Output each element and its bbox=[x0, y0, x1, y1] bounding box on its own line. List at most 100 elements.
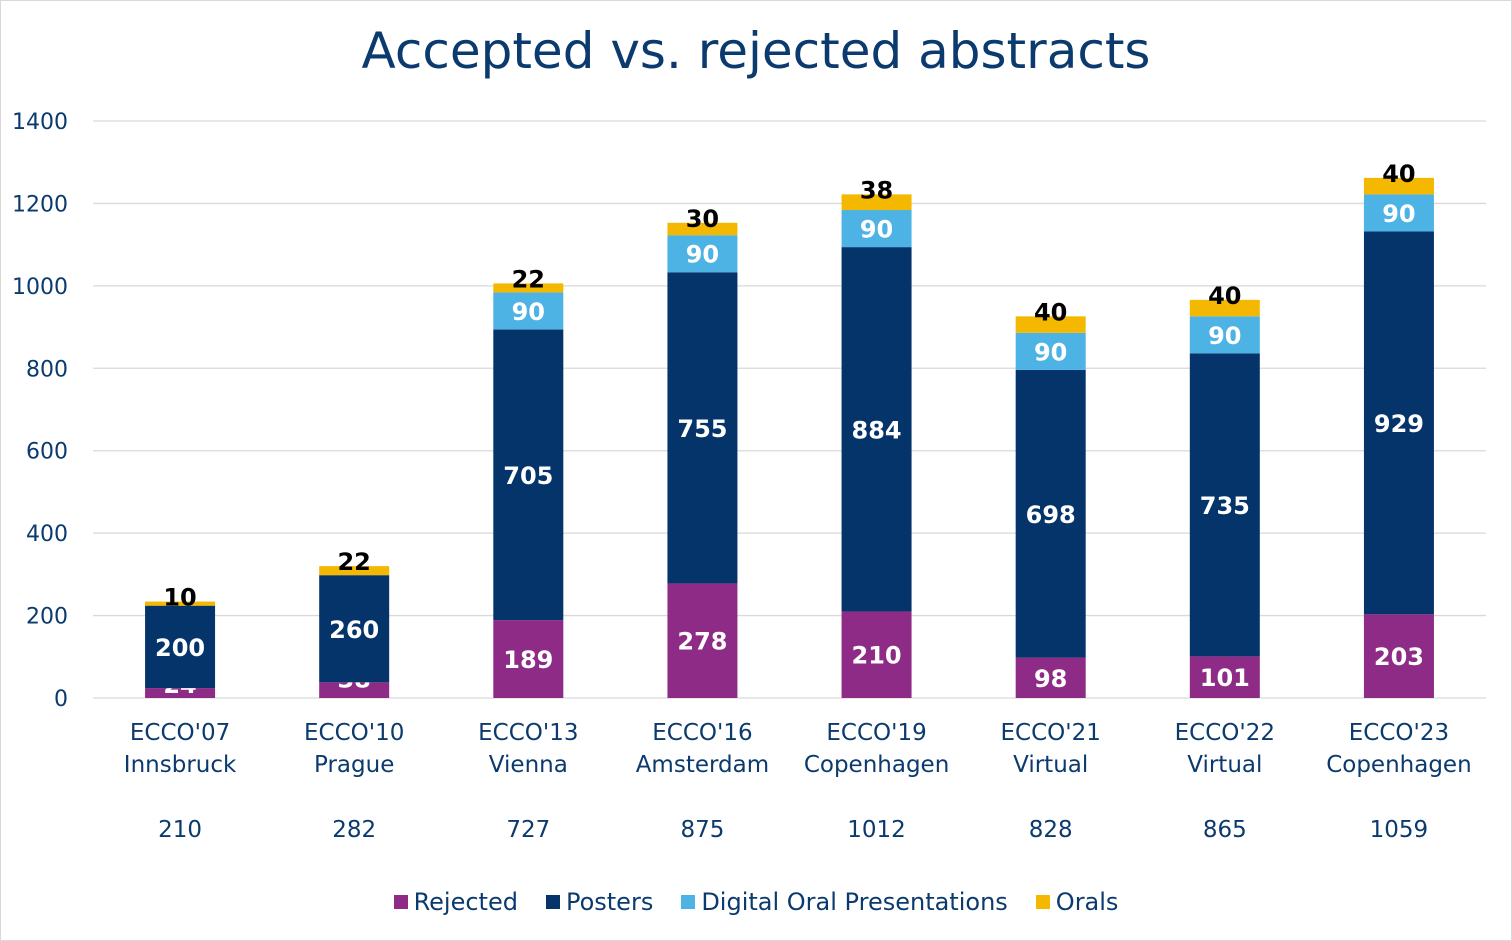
y-tick-label: 0 bbox=[54, 687, 68, 712]
y-tick-label: 200 bbox=[26, 605, 68, 630]
bar-segment bbox=[493, 329, 564, 621]
legend-label-posters: Posters bbox=[565, 888, 654, 916]
x-tick-label: ECCO'22 bbox=[1175, 720, 1275, 746]
data-label: 189 bbox=[503, 646, 553, 674]
bar-segment bbox=[667, 235, 738, 273]
x-tick-sublabel: Innsbruck bbox=[124, 752, 237, 778]
legend-swatch-orals bbox=[1035, 895, 1050, 909]
bar-segment bbox=[667, 583, 738, 698]
bar-segment bbox=[1189, 656, 1260, 698]
bar-segment bbox=[493, 292, 564, 330]
y-tick-label: 800 bbox=[26, 357, 68, 382]
bar-segment bbox=[145, 601, 216, 606]
accepted-total-label: 282 bbox=[332, 817, 376, 843]
x-tick-sublabel: Copenhagen bbox=[804, 752, 949, 778]
bar-segment bbox=[319, 682, 390, 698]
data-label: 90 bbox=[686, 241, 719, 269]
data-label: 200 bbox=[155, 634, 205, 662]
x-tick-sublabel: Vienna bbox=[489, 752, 568, 778]
data-label: 10 bbox=[163, 584, 196, 612]
x-tick-label: ECCO'19 bbox=[826, 720, 926, 746]
accepted-total-label: 1012 bbox=[847, 817, 906, 843]
x-tick-sublabel: Prague bbox=[314, 752, 394, 778]
legend-item-posters: Posters bbox=[545, 888, 654, 916]
x-tick-label: ECCO'21 bbox=[1001, 720, 1101, 746]
accepted-total-label: 875 bbox=[680, 817, 724, 843]
accepted-total-label: 828 bbox=[1029, 817, 1073, 843]
data-label: 101 bbox=[1200, 664, 1250, 692]
bar-segment bbox=[841, 611, 912, 698]
data-label: 90 bbox=[860, 216, 893, 244]
accepted-total-label: 1059 bbox=[1370, 817, 1429, 843]
bar-segment bbox=[1015, 316, 1086, 333]
x-tick-sublabel: Virtual bbox=[1013, 752, 1088, 778]
legend-item-orals: Orals bbox=[1035, 888, 1119, 916]
data-label: 98 bbox=[1034, 665, 1067, 693]
data-label: 22 bbox=[337, 548, 370, 576]
data-label: 90 bbox=[1208, 322, 1241, 350]
y-tick-label: 1400 bbox=[12, 110, 68, 135]
y-tick-label: 1200 bbox=[12, 192, 68, 217]
bar-segment bbox=[1189, 353, 1260, 657]
bar-segment bbox=[1363, 177, 1434, 195]
bar-segment bbox=[1363, 194, 1434, 232]
bar-segment bbox=[319, 575, 390, 683]
legend-swatch-digital-oral bbox=[681, 895, 696, 909]
x-tick-sublabel: Copenhagen bbox=[1326, 752, 1471, 778]
bar-segment bbox=[493, 283, 564, 293]
bar-segment bbox=[493, 620, 564, 698]
bar-segment bbox=[319, 566, 390, 576]
bar-segment bbox=[667, 222, 738, 236]
legend-label-orals: Orals bbox=[1055, 888, 1119, 916]
legend-swatch-rejected bbox=[393, 895, 408, 909]
x-tick-sublabel: Virtual bbox=[1187, 752, 1262, 778]
bar-segment bbox=[145, 688, 216, 698]
accepted-total-label: 210 bbox=[158, 817, 202, 843]
data-label: 884 bbox=[852, 416, 902, 444]
y-tick-label: 1000 bbox=[12, 275, 68, 300]
bar-segment bbox=[1189, 299, 1260, 317]
data-label: 929 bbox=[1374, 410, 1424, 438]
bar-segment bbox=[1015, 369, 1086, 658]
bar-segment bbox=[841, 247, 912, 612]
data-label: 30 bbox=[686, 205, 719, 233]
x-tick-sublabel: Amsterdam bbox=[636, 752, 769, 778]
bar-segment bbox=[1015, 332, 1086, 370]
data-label: 90 bbox=[1034, 338, 1067, 366]
bar-segment bbox=[1363, 231, 1434, 615]
data-label: 40 bbox=[1208, 282, 1241, 310]
data-label: 38 bbox=[860, 176, 893, 204]
data-label: 735 bbox=[1200, 492, 1250, 520]
data-label: 40 bbox=[1034, 298, 1067, 326]
data-label: 755 bbox=[677, 415, 727, 443]
legend-swatch-posters bbox=[545, 895, 560, 909]
x-tick-label: ECCO'16 bbox=[652, 720, 752, 746]
data-label: 40 bbox=[1382, 160, 1415, 188]
x-tick-label: ECCO'23 bbox=[1349, 720, 1449, 746]
bar-segment bbox=[667, 272, 738, 584]
data-label: 260 bbox=[329, 616, 379, 644]
accepted-total-label: 727 bbox=[506, 817, 550, 843]
data-label: 90 bbox=[512, 298, 545, 326]
data-label: 705 bbox=[503, 462, 553, 490]
legend-item-rejected: Rejected bbox=[393, 888, 518, 916]
bar-segment bbox=[841, 194, 912, 211]
data-label: 210 bbox=[852, 642, 902, 670]
bar-segment bbox=[1015, 657, 1086, 698]
x-tick-label: ECCO'10 bbox=[304, 720, 404, 746]
data-label: 22 bbox=[512, 265, 545, 293]
legend: Rejected Posters Digital Oral Presentati… bbox=[0, 888, 1512, 916]
x-tick-label: ECCO'13 bbox=[478, 720, 578, 746]
x-tick-label: ECCO'07 bbox=[130, 720, 230, 746]
legend-label-rejected: Rejected bbox=[413, 888, 518, 916]
data-label: 698 bbox=[1026, 501, 1076, 529]
data-label: 278 bbox=[677, 628, 727, 656]
y-tick-label: 400 bbox=[26, 522, 68, 547]
accepted-total-label: 865 bbox=[1203, 817, 1247, 843]
legend-item-digital-oral: Digital Oral Presentations bbox=[681, 888, 1008, 916]
bar-segment bbox=[1363, 614, 1434, 698]
y-tick-label: 600 bbox=[26, 440, 68, 465]
bar-segment bbox=[145, 605, 216, 689]
bar-segment bbox=[841, 210, 912, 248]
